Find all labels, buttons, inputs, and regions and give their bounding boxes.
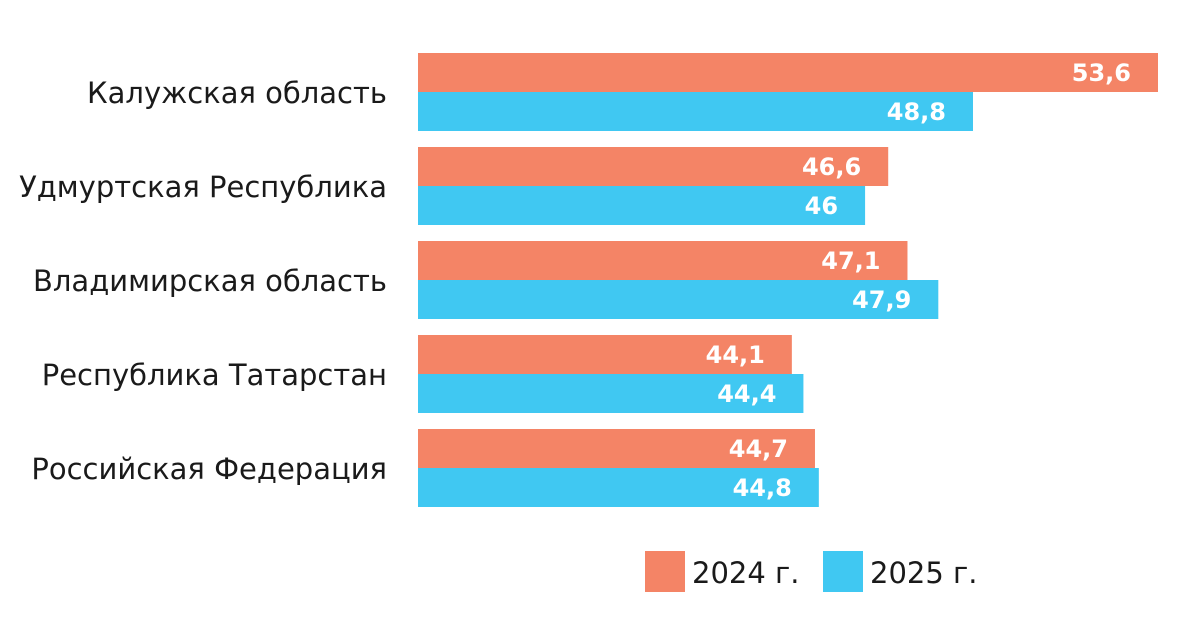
bar-2025 [418, 374, 804, 413]
data-label: 46 [805, 192, 838, 220]
bar-2024 [418, 53, 1158, 92]
bar-2024 [418, 335, 792, 374]
data-label: 48,8 [887, 98, 946, 126]
bar-2024 [418, 147, 889, 186]
bar-2025 [418, 468, 819, 507]
bar-2025 [418, 280, 939, 319]
data-label: 47,1 [821, 247, 880, 275]
data-label: 46,6 [802, 153, 861, 181]
data-label: 44,8 [733, 474, 792, 502]
data-label: 53,6 [1072, 59, 1131, 87]
legend-swatch [645, 551, 685, 592]
category-label: Российская Федерация [31, 452, 387, 486]
data-label: 44,7 [729, 435, 788, 463]
bar-2025 [418, 92, 973, 131]
category-label: Владимирская область [33, 264, 387, 298]
data-label: 44,4 [717, 380, 776, 408]
data-label: 47,9 [852, 286, 911, 314]
bar-2024 [418, 241, 908, 280]
category-label: Республика Татарстан [42, 358, 387, 392]
bar-2024 [418, 429, 815, 468]
data-label: 44,1 [706, 341, 765, 369]
category-label: Калужская область [87, 76, 387, 110]
bar-2025 [418, 186, 866, 225]
legend-label: 2024 г. [692, 556, 799, 590]
legend-swatch [823, 551, 863, 592]
legend-label: 2025 г. [870, 556, 977, 590]
category-label: Удмуртская Республика [19, 170, 387, 204]
